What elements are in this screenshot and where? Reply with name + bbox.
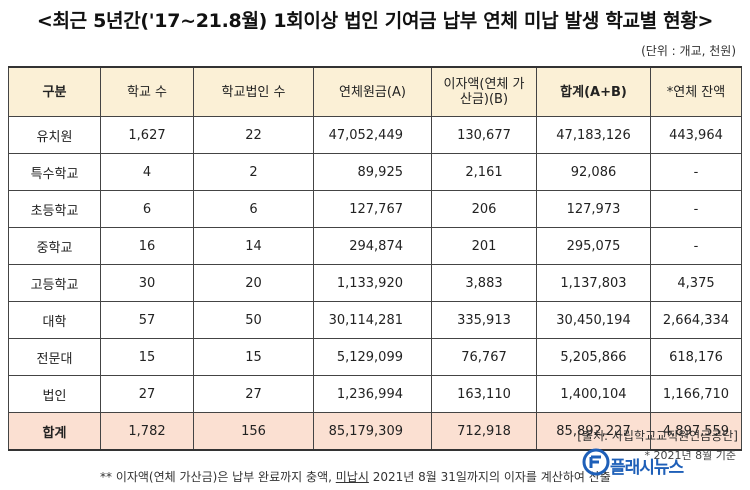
cell-corps: 20 <box>193 264 314 302</box>
cell-corps: 15 <box>193 338 314 376</box>
header-corps: 학교법인 수 <box>193 66 314 117</box>
cell-schools: 27 <box>100 375 194 413</box>
header-principal: 연체원금(A) <box>313 66 432 117</box>
table-row: 초등학교 6 6 127,767 206 127,973 - <box>8 190 742 228</box>
logo-text: 플래시뉴스 <box>610 458 684 478</box>
row-label: 전문대 <box>8 338 101 376</box>
cell-sum: 295,075 <box>536 227 651 265</box>
cell-interest: 335,913 <box>431 301 537 339</box>
cell-balance: 618,176 <box>650 338 742 376</box>
table-row: 중학교 16 14 294,874 201 295,075 - <box>8 227 742 265</box>
cell-principal: 127,767 <box>313 190 432 228</box>
cell-corps: 27 <box>193 375 314 413</box>
cell-interest: 201 <box>431 227 537 265</box>
cell-interest: 130,677 <box>431 116 537 154</box>
cell-balance: - <box>650 153 742 191</box>
cell-interest: 3,883 <box>431 264 537 302</box>
footnote-after: 2021년 8월 31일까지의 이자를 계산하여 산출 <box>368 470 611 484</box>
cell-corps: 50 <box>193 301 314 339</box>
header-sum: 합계(A+B) <box>536 66 651 117</box>
cell-principal: 47,052,449 <box>313 116 432 154</box>
row-label: 특수학교 <box>8 153 101 191</box>
table-row: 전문대 15 15 5,129,099 76,767 5,205,866 618… <box>8 338 742 376</box>
cell-principal: 5,129,099 <box>313 338 432 376</box>
cell-schools: 15 <box>100 338 194 376</box>
cell-interest: 76,767 <box>431 338 537 376</box>
header-schools: 학교 수 <box>100 66 194 117</box>
cell-interest: 2,161 <box>431 153 537 191</box>
table-row: 고등학교 30 20 1,133,920 3,883 1,137,803 4,3… <box>8 264 742 302</box>
unit-note: (단위 : 개교, 천원) <box>641 44 736 58</box>
cell-sum: 1,400,104 <box>536 375 651 413</box>
watermark-logo: 플래시뉴스 <box>582 446 692 486</box>
row-label: 초등학교 <box>8 190 101 228</box>
cell-schools: 6 <box>100 190 194 228</box>
total-sum: 85,892,227 <box>536 412 651 451</box>
row-label: 중학교 <box>8 227 101 265</box>
cell-principal: 1,236,994 <box>313 375 432 413</box>
cell-schools: 4 <box>100 153 194 191</box>
total-row: 합계 1,782 156 85,179,309 712,918 85,892,2… <box>8 412 742 451</box>
cell-interest: 163,110 <box>431 375 537 413</box>
footnote-before: ** 이자액(연체 가산금)은 납부 완료까지 충액, <box>100 470 336 484</box>
table-title: <최근 5년간('17~21.8월) 1회이상 법인 기여금 납부 연체 미납 … <box>36 10 714 32</box>
footnote: ** 이자액(연체 가산금)은 납부 완료까지 충액, 미납시 2021년 8월… <box>100 468 611 485</box>
logo-icon <box>582 448 610 476</box>
table-row: 특수학교 4 2 89,925 2,161 92,086 - <box>8 153 742 191</box>
cell-schools: 57 <box>100 301 194 339</box>
table-row: 대학 57 50 30,114,281 335,913 30,450,194 2… <box>8 301 742 339</box>
total-label: 합계 <box>8 412 101 451</box>
cell-corps: 2 <box>193 153 314 191</box>
row-label: 법인 <box>8 375 101 413</box>
header-category: 구분 <box>8 66 101 117</box>
cell-principal: 30,114,281 <box>313 301 432 339</box>
cell-schools: 16 <box>100 227 194 265</box>
cell-balance: 2,664,334 <box>650 301 742 339</box>
cell-corps: 6 <box>193 190 314 228</box>
cell-balance: 443,964 <box>650 116 742 154</box>
cell-schools: 1,627 <box>100 116 194 154</box>
row-label: 대학 <box>8 301 101 339</box>
cell-balance: 4,375 <box>650 264 742 302</box>
table-row: 법인 27 27 1,236,994 163,110 1,400,104 1,1… <box>8 375 742 413</box>
cell-principal: 1,133,920 <box>313 264 432 302</box>
cell-sum: 1,137,803 <box>536 264 651 302</box>
total-principal: 85,179,309 <box>313 412 432 451</box>
data-table: 구분 학교 수 학교법인 수 연체원금(A) 이자액(연체 가산금)(B) 합계… <box>8 66 742 451</box>
cell-sum: 5,205,866 <box>536 338 651 376</box>
cell-corps: 14 <box>193 227 314 265</box>
cell-corps: 22 <box>193 116 314 154</box>
cell-interest: 206 <box>431 190 537 228</box>
source-note: [출처: 사립학교교직원연금공단] <box>577 429 738 443</box>
cell-balance: - <box>650 227 742 265</box>
total-schools: 1,782 <box>100 412 194 451</box>
cell-balance: - <box>650 190 742 228</box>
total-interest: 712,918 <box>431 412 537 451</box>
total-balance: 4,897,559 <box>650 412 742 451</box>
header-balance: *연체 잔액 <box>650 66 742 117</box>
cell-sum: 127,973 <box>536 190 651 228</box>
cell-schools: 30 <box>100 264 194 302</box>
cell-sum: 47,183,126 <box>536 116 651 154</box>
cell-principal: 294,874 <box>313 227 432 265</box>
cell-balance: 1,166,710 <box>650 375 742 413</box>
total-corps: 156 <box>193 412 314 451</box>
base-date-note: * 2021년 8월 기준 <box>644 449 736 462</box>
row-label: 고등학교 <box>8 264 101 302</box>
cell-sum: 92,086 <box>536 153 651 191</box>
cell-principal: 89,925 <box>313 153 432 191</box>
header-row: 구분 학교 수 학교법인 수 연체원금(A) 이자액(연체 가산금)(B) 합계… <box>8 66 742 117</box>
header-interest: 이자액(연체 가산금)(B) <box>431 66 537 117</box>
table-row: 유치원 1,627 22 47,052,449 130,677 47,183,1… <box>8 116 742 154</box>
row-label: 유치원 <box>8 116 101 154</box>
footnote-underlined: 미납시 <box>335 470 369 484</box>
cell-sum: 30,450,194 <box>536 301 651 339</box>
